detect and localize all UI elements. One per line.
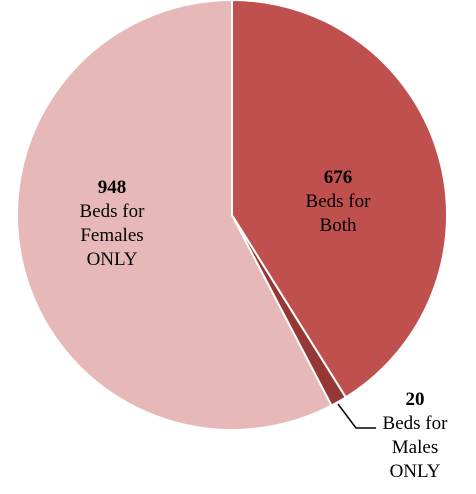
value-label: 948 bbox=[97, 177, 127, 198]
category-label: Beds for Females ONLY bbox=[79, 201, 145, 270]
value-label: 20 bbox=[405, 389, 425, 410]
data-label: 676 Beds for Both bbox=[283, 166, 393, 238]
data-label: 20 Beds for Males ONLY bbox=[360, 388, 470, 484]
category-label: Beds for Males ONLY bbox=[382, 413, 448, 482]
data-label: 948 Beds for Females ONLY bbox=[57, 176, 167, 272]
leader-line bbox=[337, 403, 376, 429]
category-label: Beds for Both bbox=[305, 191, 371, 236]
pie-slice bbox=[16, 0, 333, 431]
pie-slice bbox=[231, 0, 448, 399]
value-label: 676 bbox=[323, 167, 353, 188]
